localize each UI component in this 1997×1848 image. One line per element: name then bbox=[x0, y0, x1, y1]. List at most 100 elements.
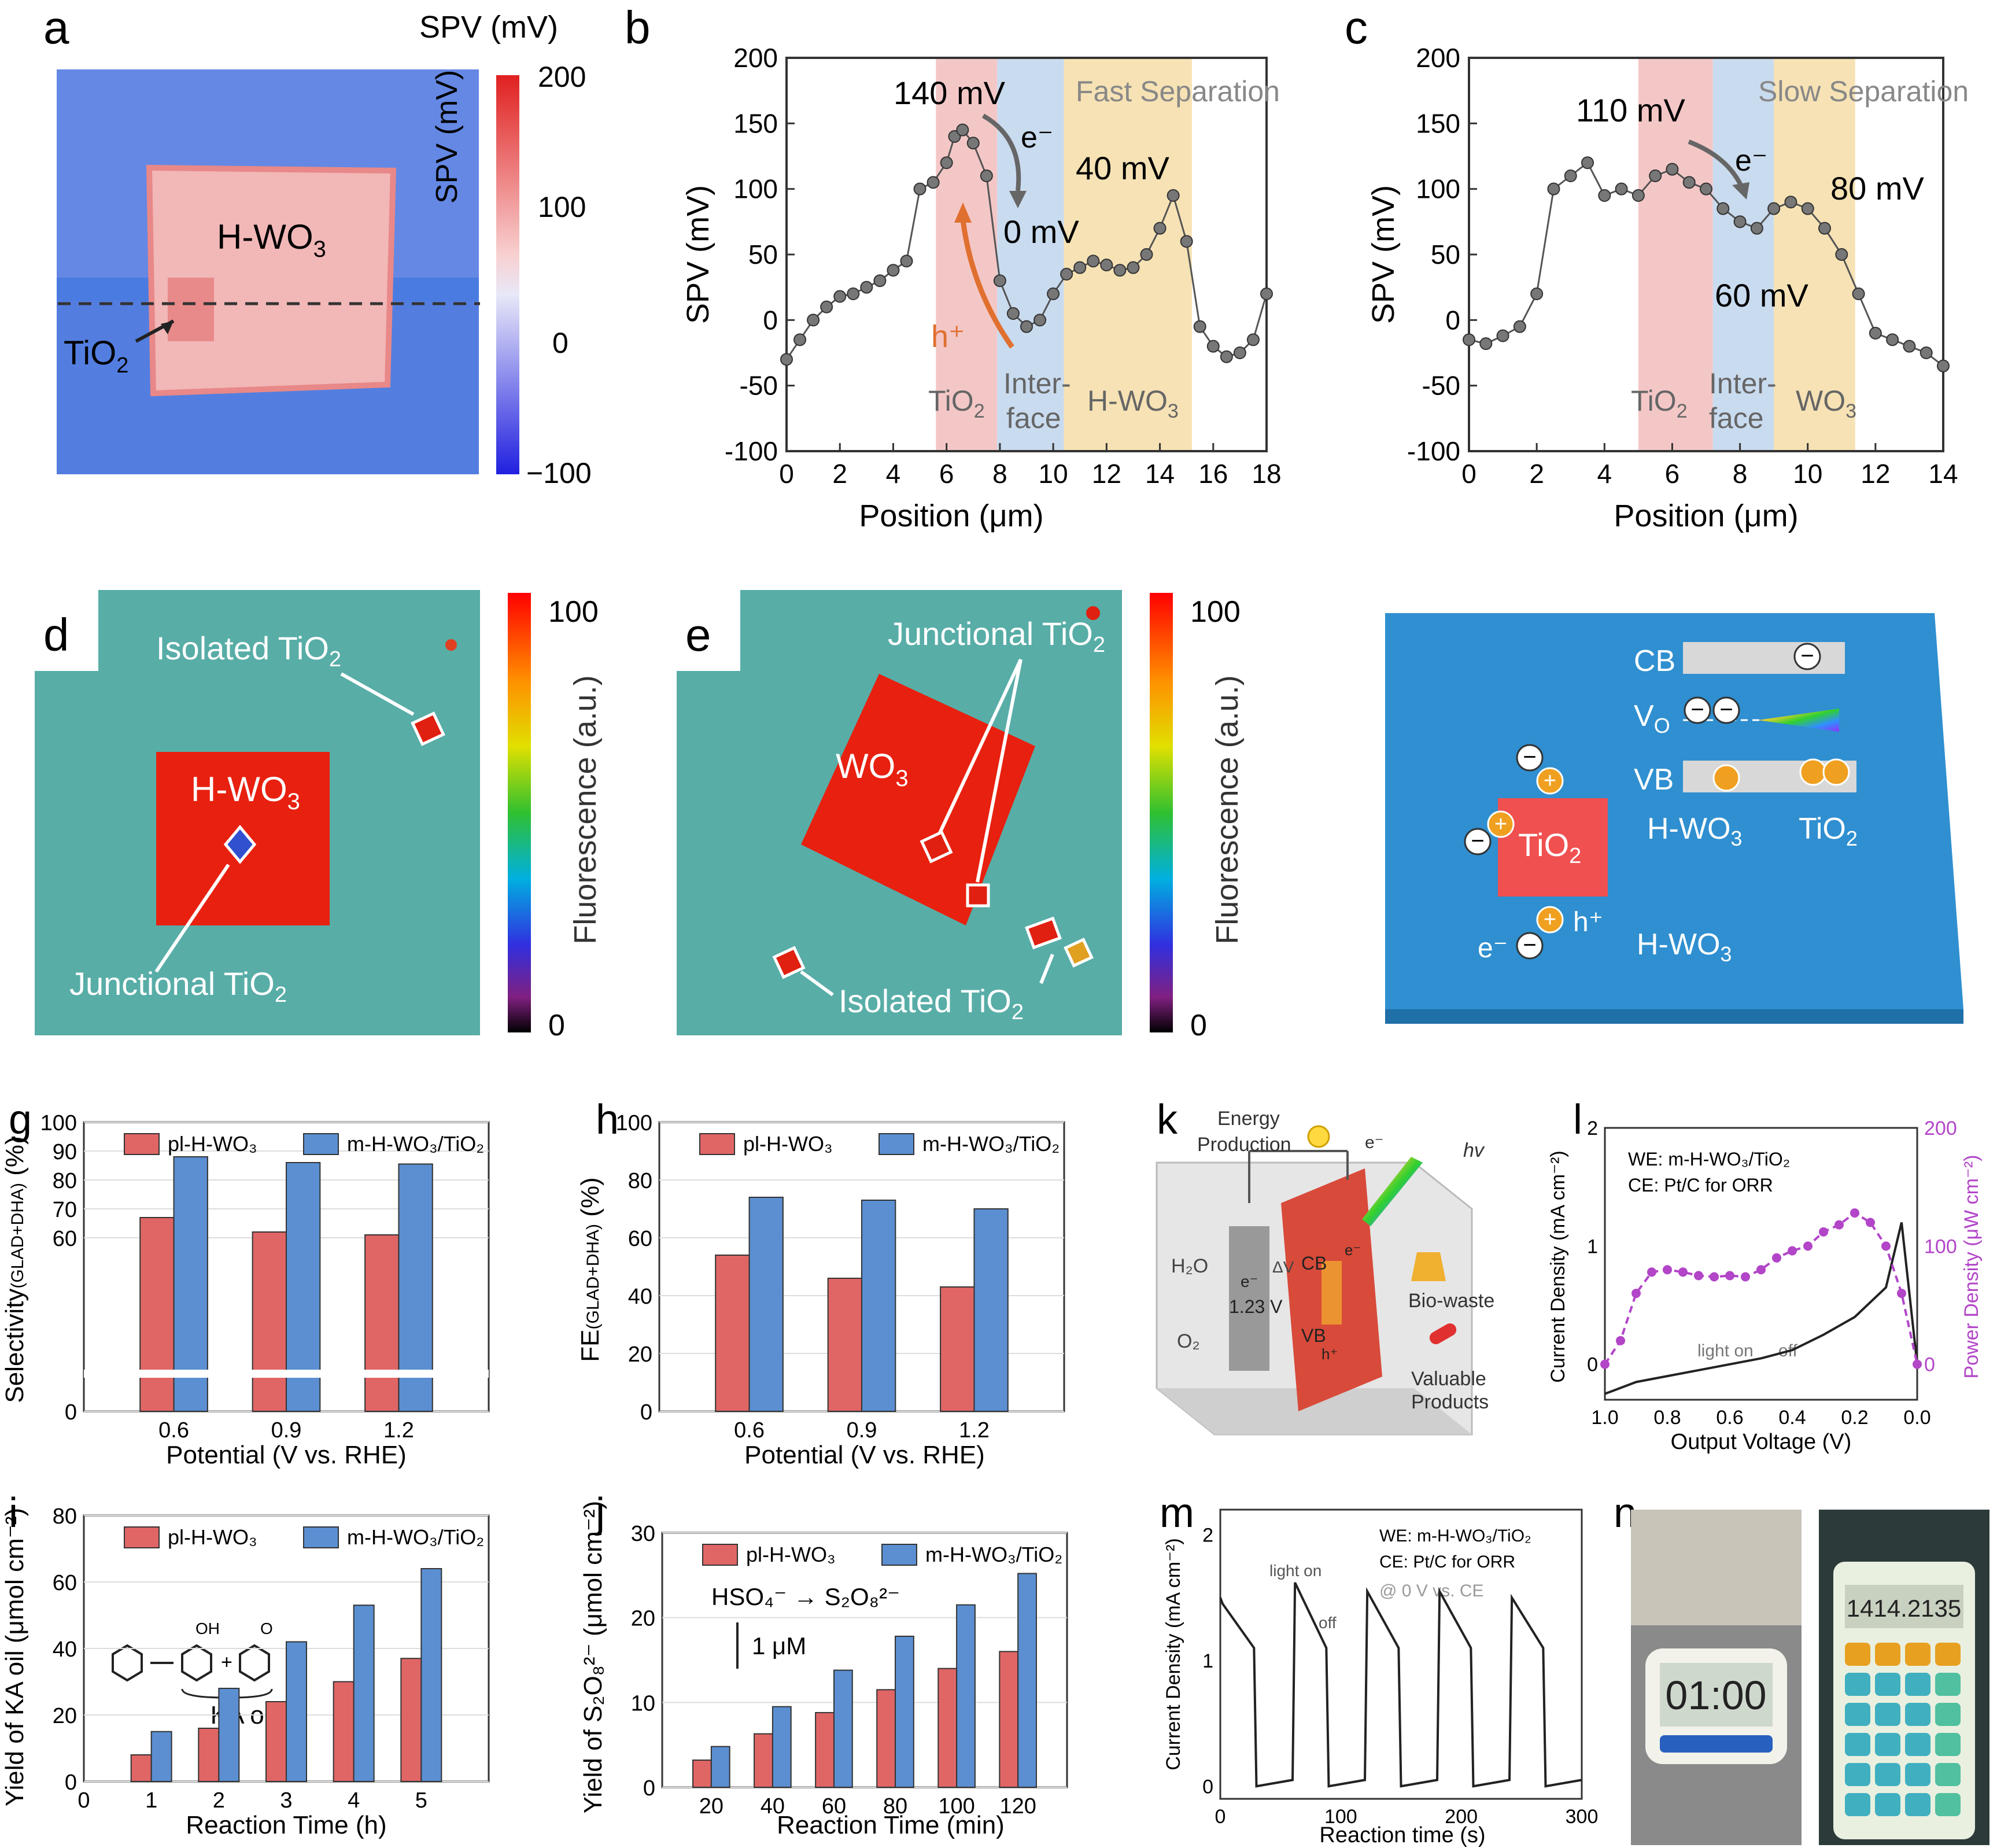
minus-sign: − bbox=[1523, 744, 1536, 770]
data-point bbox=[833, 290, 847, 303]
junctional-tio2 bbox=[223, 825, 257, 864]
y-tick-label: 40 bbox=[53, 1637, 77, 1662]
power-point bbox=[1616, 1336, 1625, 1345]
data-point bbox=[1581, 156, 1594, 169]
bar-red bbox=[130, 1754, 152, 1782]
region-tio2 bbox=[936, 58, 998, 451]
x-tick-label: 100 bbox=[1324, 1806, 1357, 1828]
cathode bbox=[1229, 1226, 1269, 1371]
calculator-key bbox=[1905, 1733, 1930, 1756]
electron-arrowhead bbox=[1732, 182, 1749, 200]
power-point bbox=[1788, 1246, 1797, 1256]
calculator-key bbox=[1845, 1733, 1870, 1756]
calculator-key bbox=[1845, 1763, 1870, 1786]
cb-title: Fluorescence (a.u.) bbox=[568, 675, 603, 944]
data-point bbox=[1615, 182, 1628, 196]
panel-letter: m bbox=[1160, 1490, 1194, 1536]
tio2-block bbox=[1498, 798, 1608, 897]
panel-e: e Junctional TiO2 WO3 Isolated TiO2 100 … bbox=[677, 590, 1245, 1042]
legend-label-blue: m-H-WO₃/TiO₂ bbox=[347, 1132, 484, 1156]
plus-sign: + bbox=[1544, 908, 1556, 932]
power-point bbox=[1678, 1267, 1688, 1277]
calculator-screen bbox=[1845, 1585, 1963, 1628]
label-products: Products bbox=[1411, 1391, 1489, 1413]
y-axis-label: Current Density (mA cm⁻²) bbox=[1162, 1538, 1184, 1770]
x-tick-label: 0.6 bbox=[734, 1418, 765, 1443]
cyclohexanol-icon bbox=[181, 1644, 212, 1682]
calculator-display: 1414.2135 bbox=[1847, 1595, 1962, 1622]
letter-bg bbox=[677, 590, 740, 671]
bar-blue bbox=[218, 1688, 240, 1782]
tio2-arrowhead bbox=[161, 321, 174, 334]
label-tio2-center: TiO2 bbox=[1518, 827, 1581, 868]
label-h2o: H₂O bbox=[1171, 1255, 1208, 1277]
data-point bbox=[873, 274, 887, 287]
data-point bbox=[966, 137, 980, 150]
data-point bbox=[1496, 329, 1509, 342]
bar-red bbox=[198, 1728, 220, 1782]
y-tick-label: 2 bbox=[1587, 1117, 1598, 1139]
x-tick-label: 2 bbox=[213, 1788, 225, 1813]
surface-edge bbox=[1385, 1009, 1963, 1024]
calculator-key bbox=[1875, 1673, 1900, 1696]
isolated-tio2-3 bbox=[1064, 938, 1094, 968]
data-point bbox=[1033, 313, 1047, 327]
data-point bbox=[1666, 163, 1679, 176]
calculator-key bbox=[1935, 1703, 1961, 1726]
calculator-key bbox=[1935, 1673, 1961, 1696]
bar-red bbox=[937, 1668, 958, 1788]
power-point bbox=[1741, 1272, 1750, 1282]
power-point bbox=[1710, 1272, 1719, 1282]
letter-bg bbox=[35, 590, 98, 671]
data-point bbox=[1513, 320, 1526, 333]
region-interface: Inter- bbox=[1709, 367, 1777, 400]
data-point bbox=[956, 123, 969, 137]
y-axis-label-b: SPV (mV) bbox=[681, 185, 715, 324]
label-h-vb: h⁺ bbox=[1322, 1345, 1338, 1363]
calculator-key bbox=[1905, 1793, 1930, 1816]
data-point bbox=[1246, 333, 1260, 346]
calculator-key bbox=[1875, 1733, 1900, 1756]
x-tick-label: 12 bbox=[1092, 459, 1121, 489]
power-point bbox=[1803, 1241, 1813, 1251]
bar-red bbox=[754, 1733, 773, 1788]
panel-letter: d bbox=[43, 609, 69, 661]
data-point bbox=[1530, 287, 1544, 300]
label-o2: O₂ bbox=[1177, 1330, 1200, 1352]
x-tick-label: 18 bbox=[1252, 459, 1281, 489]
plus-sign: + bbox=[1544, 769, 1556, 793]
y-tick-label: 70 bbox=[53, 1198, 77, 1222]
label-hv: hv bbox=[1463, 1139, 1485, 1161]
legend-label-red: pl-H-WO₃ bbox=[168, 1132, 257, 1156]
y-axis-label: SPV (mV) bbox=[430, 70, 464, 204]
hole-icon bbox=[1536, 767, 1564, 795]
bar-blue bbox=[772, 1706, 792, 1788]
data-point bbox=[1127, 261, 1140, 274]
x-axis-label: Position (μm) bbox=[859, 499, 1043, 533]
hole-arrowhead bbox=[954, 202, 972, 223]
cb-tick-100: 100 bbox=[538, 191, 586, 223]
data-point bbox=[1020, 320, 1033, 333]
x-tick-label: 8 bbox=[1733, 459, 1748, 489]
data-point bbox=[1100, 259, 1113, 272]
y-tick-label: 150 bbox=[1416, 108, 1460, 138]
x-axis-label: Reaction Time (h) bbox=[186, 1811, 386, 1839]
region-interface bbox=[997, 58, 1064, 451]
hole-icon bbox=[1712, 764, 1740, 792]
data-point bbox=[1733, 215, 1747, 228]
calculator-keys bbox=[1845, 1643, 1961, 1816]
data-points bbox=[1463, 156, 1950, 372]
electron-icon bbox=[1712, 696, 1740, 724]
current-series bbox=[1219, 1582, 1582, 1788]
power-point bbox=[1834, 1220, 1844, 1230]
data-points bbox=[780, 123, 1273, 366]
power-point bbox=[1819, 1227, 1828, 1237]
calculator-key bbox=[1845, 1643, 1870, 1666]
hole-icon bbox=[1536, 906, 1564, 934]
label-o: O bbox=[260, 1620, 273, 1637]
x-tick-label: 10 bbox=[1039, 459, 1068, 489]
data-point bbox=[1047, 287, 1060, 300]
timer-screen bbox=[1660, 1663, 1773, 1727]
data-point bbox=[1767, 202, 1781, 215]
photo-timer-bg bbox=[1631, 1510, 1802, 1625]
